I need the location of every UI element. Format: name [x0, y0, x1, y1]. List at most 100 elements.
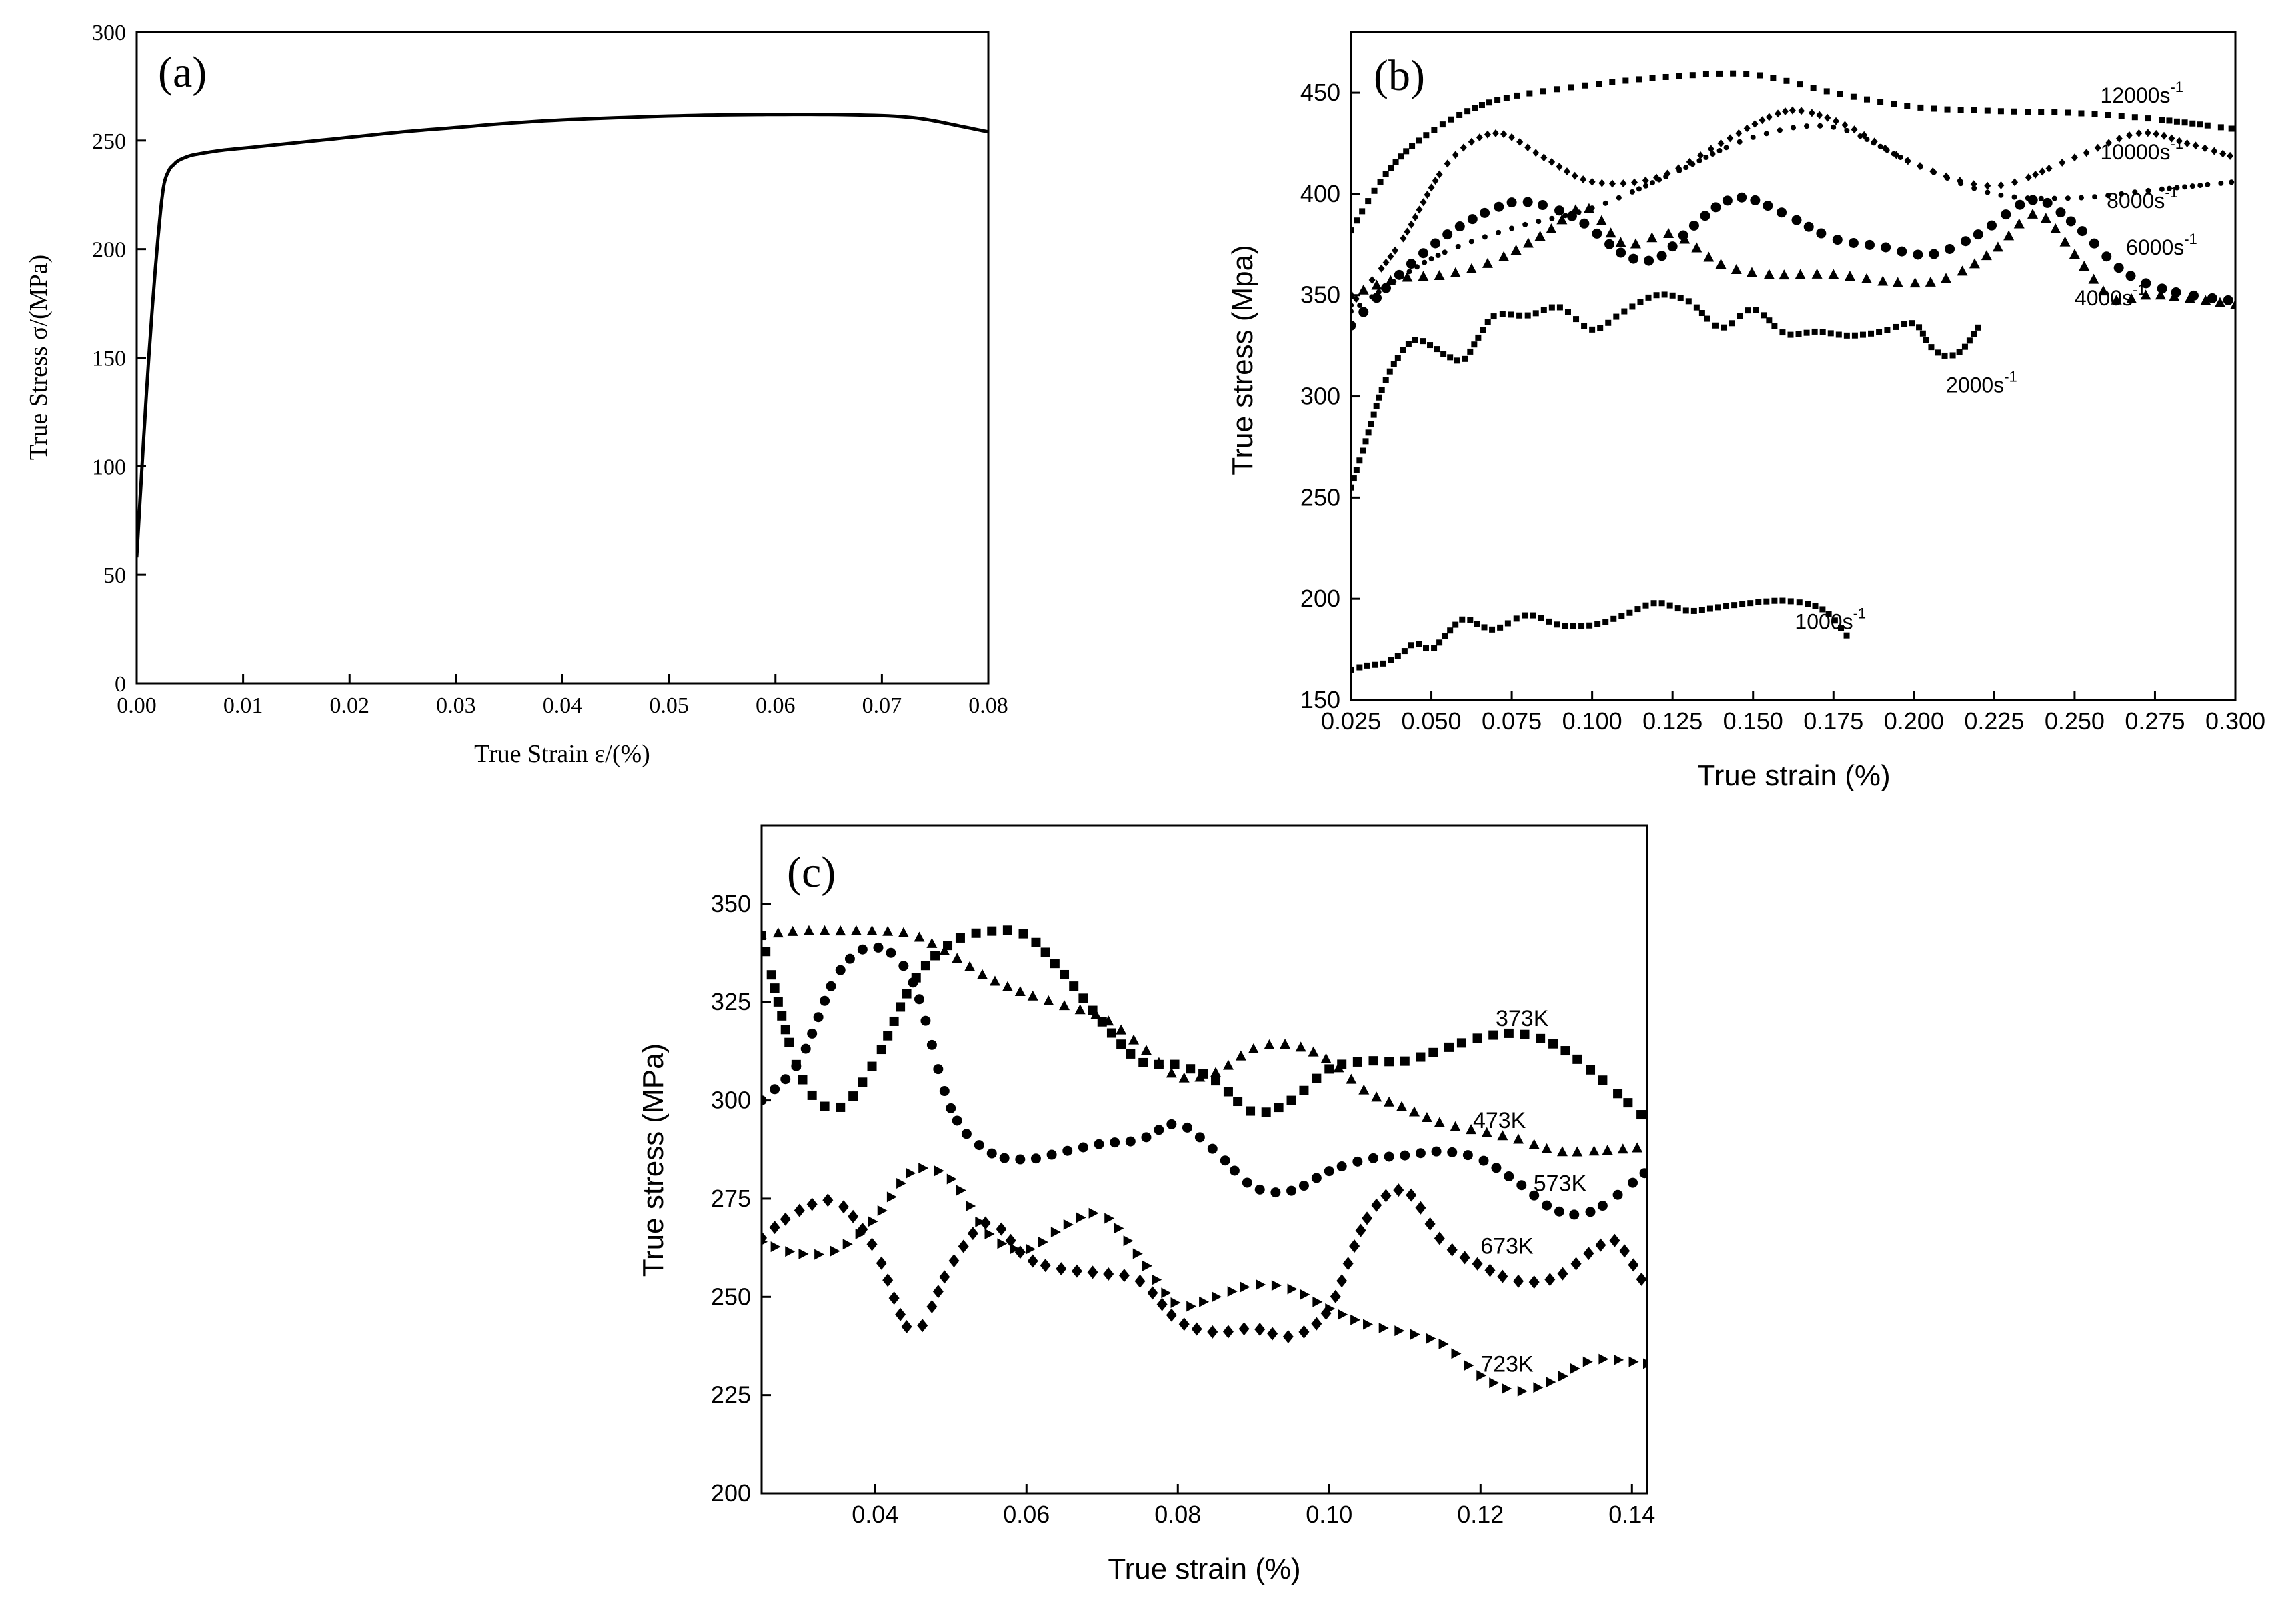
data-point	[787, 925, 798, 936]
data-point	[1851, 332, 1858, 339]
data-point	[1570, 204, 1581, 215]
series-label-sup: -1	[2133, 281, 2146, 298]
data-point	[1324, 1064, 1334, 1074]
data-point	[1621, 308, 1628, 315]
data-point	[1478, 102, 1485, 109]
data-point	[967, 1227, 978, 1241]
data-point	[1579, 218, 1590, 229]
data-point	[1428, 256, 1434, 262]
data-point	[946, 1103, 956, 1113]
data-point	[902, 989, 912, 999]
data-point	[1743, 124, 1751, 133]
series-label-base: 2000s	[1946, 373, 2004, 397]
data-point	[1363, 1319, 1374, 1330]
data-point	[1690, 607, 1697, 614]
data-point	[1103, 1015, 1114, 1026]
data-point	[858, 1077, 868, 1087]
data-point	[1063, 1219, 1074, 1230]
data-point	[1351, 227, 1354, 234]
data-point	[1851, 125, 1858, 134]
series-label: 4000s-1	[2075, 281, 2146, 310]
y-tick-label: 300	[92, 21, 126, 45]
data-point	[1642, 176, 1649, 185]
data-point	[896, 1002, 906, 1012]
data-point	[1002, 925, 1012, 935]
data-point	[1751, 119, 1759, 128]
data-point	[1396, 1101, 1408, 1111]
data-point	[1850, 93, 1857, 100]
data-point	[1038, 1237, 1048, 1248]
data-point	[1434, 1231, 1445, 1245]
data-point	[1595, 1238, 1606, 1252]
data-point	[1582, 82, 1588, 89]
data-point	[1560, 1046, 1570, 1056]
data-point	[1618, 613, 1625, 619]
data-point	[1467, 617, 1474, 623]
data-point	[2145, 115, 2151, 122]
data-point	[2059, 158, 2066, 167]
data-point	[785, 1246, 796, 1257]
data-point	[1949, 352, 1956, 359]
data-point	[1763, 201, 1773, 211]
data-point	[2228, 125, 2235, 132]
data-point	[1420, 338, 1426, 345]
data-point	[999, 1153, 1010, 1163]
data-point	[830, 1245, 840, 1257]
data-point	[1060, 969, 1070, 979]
data-point	[2051, 109, 2058, 115]
data-point	[1462, 1150, 1473, 1161]
data-point	[1615, 237, 1626, 247]
data-point	[1368, 275, 1376, 284]
data-point	[1819, 606, 1826, 613]
data-point	[1478, 1155, 1489, 1166]
data-point	[1191, 1322, 1202, 1336]
data-point	[1735, 129, 1743, 137]
data-point	[1500, 130, 1508, 139]
data-point	[934, 1165, 944, 1177]
data-point	[866, 1237, 878, 1251]
series-label-sup: -1	[1853, 605, 1867, 622]
data-point	[1497, 1130, 1508, 1141]
data-point	[1931, 169, 1937, 175]
data-point	[1408, 220, 1415, 229]
x-tick-label: 0.10	[1306, 1501, 1352, 1528]
data-point	[1556, 162, 1563, 171]
data-point	[1583, 1247, 1594, 1261]
series-label-sup: -1	[2170, 79, 2183, 95]
data-point	[1392, 159, 1399, 165]
data-point	[1578, 623, 1585, 629]
data-point	[1178, 1072, 1190, 1083]
data-point	[2166, 185, 2172, 191]
data-point	[1843, 632, 1850, 639]
data-point	[918, 1163, 929, 1174]
data-point	[1637, 299, 1644, 305]
data-point	[1508, 133, 1516, 141]
data-point	[1697, 151, 1704, 159]
panel-label: (b)	[1374, 51, 1425, 100]
data-point	[2055, 207, 2066, 218]
data-point	[1966, 337, 1973, 344]
data-point	[1646, 232, 1658, 243]
y-tick-label: 350	[711, 890, 751, 917]
data-point	[1941, 273, 1952, 283]
data-point	[1556, 304, 1563, 311]
data-point	[1522, 612, 1528, 619]
data-point	[1368, 1153, 1378, 1163]
data-point	[2189, 183, 2195, 189]
data-point	[1973, 229, 1983, 240]
data-point	[780, 1074, 791, 1085]
data-point	[1452, 621, 1459, 628]
data-point	[1841, 121, 1849, 129]
data-point	[1442, 249, 1448, 255]
data-point	[1608, 179, 1616, 188]
data-point	[1471, 341, 1478, 348]
chart-panel-b: 0.025 0.050 0.075 0.100 0.125 0.150 0.175 0.200…	[1226, 31, 2265, 792]
series-8000s⁻¹	[1351, 123, 2235, 315]
data-point	[1787, 331, 1794, 338]
data-point	[1498, 251, 1510, 261]
data-point	[1504, 1028, 1514, 1038]
data-point	[1619, 1244, 1630, 1258]
data-point	[1620, 179, 1627, 188]
data-point	[1509, 225, 1515, 231]
data-point	[826, 981, 836, 991]
